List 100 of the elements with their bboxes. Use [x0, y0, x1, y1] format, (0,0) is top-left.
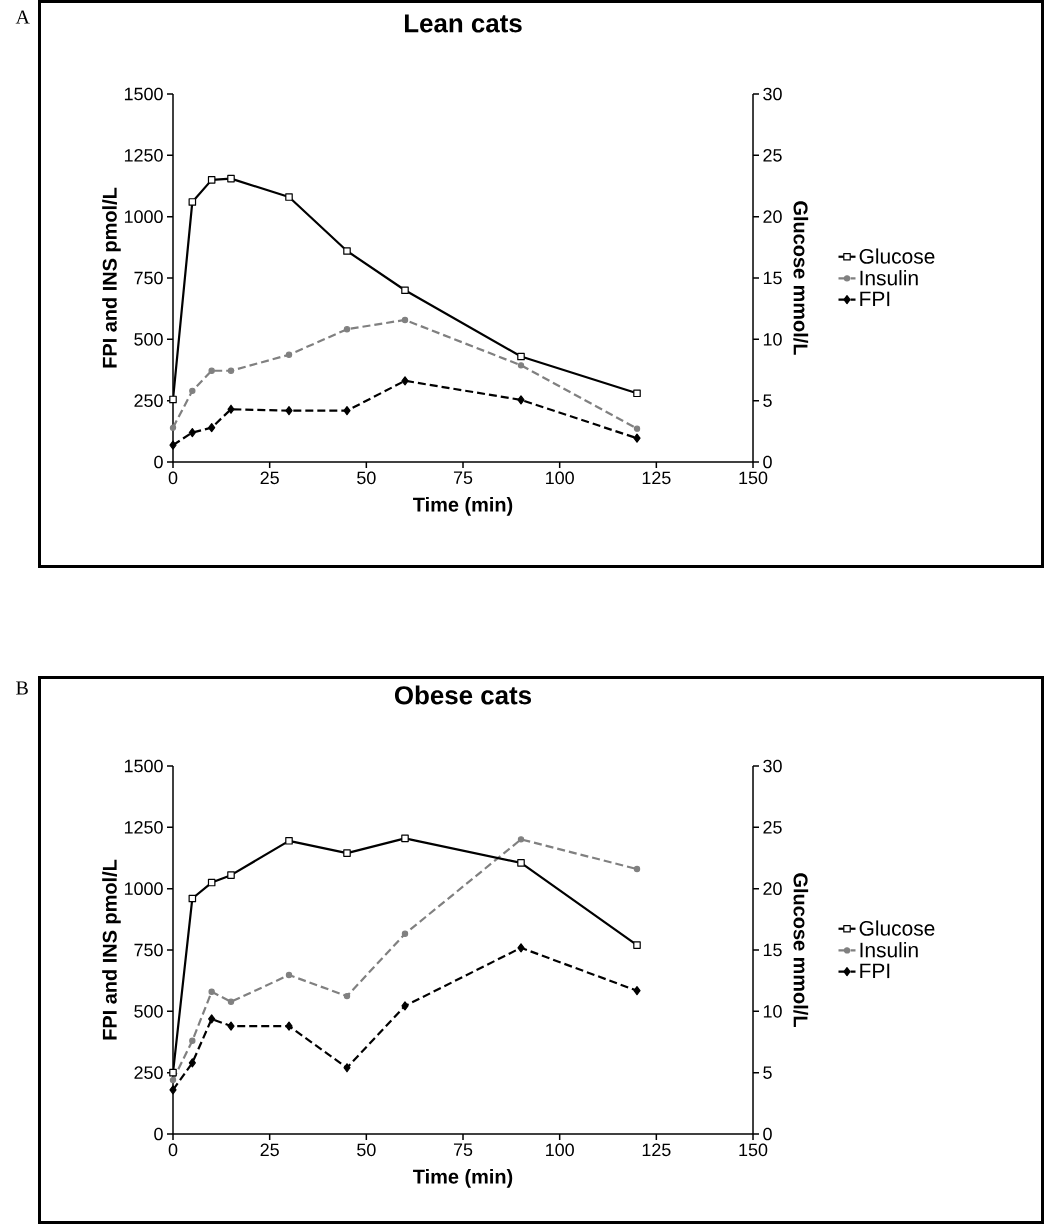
y2-tick-label: 15 — [763, 943, 782, 957]
x-tick-label: 150 — [739, 471, 768, 485]
point — [189, 1037, 196, 1044]
point — [285, 193, 293, 201]
point — [285, 406, 293, 416]
x-tick-label: 0 — [168, 471, 178, 485]
point — [207, 176, 216, 184]
y-axis-title: FPI and INS pmol/L — [102, 859, 121, 1040]
point — [285, 971, 293, 979]
y-tick-label: 250 — [134, 394, 163, 407]
legend-label: FPI — [860, 291, 890, 307]
point — [227, 367, 235, 374]
x-tick-label: 50 — [357, 1143, 376, 1157]
legend-label: Insulin — [860, 270, 918, 286]
y-tick-label: 1250 — [124, 148, 163, 162]
y2-axis-title: Glucose mmol/L — [793, 201, 809, 355]
legend-label: Insulin — [860, 942, 918, 958]
point — [343, 247, 351, 255]
point — [633, 425, 641, 432]
y2-tick-label: 30 — [763, 759, 782, 773]
y-tick-label: 1250 — [124, 820, 163, 834]
point — [227, 404, 235, 414]
y-tick-label: 0 — [154, 455, 163, 469]
point — [285, 837, 293, 845]
x-tick-label: 25 — [260, 1143, 279, 1157]
x-axis-title: Time (min) — [413, 1169, 513, 1188]
y2-tick-label: 25 — [763, 148, 782, 162]
point — [343, 992, 351, 1000]
y-tick-label: 250 — [134, 1066, 163, 1080]
y2-tick-label: 25 — [763, 820, 782, 834]
text: A — [15, 10, 30, 24]
text: B — [16, 681, 28, 695]
chart-title: Lean cats — [404, 14, 522, 33]
point — [633, 986, 641, 996]
chart-title: Obese cats — [394, 685, 532, 705]
y2-axis-title: Glucose mmol/L — [793, 873, 809, 1027]
y2-tick-label: 10 — [763, 332, 782, 346]
y2-tick-label: 20 — [763, 210, 782, 223]
x-tick-label: 25 — [260, 471, 279, 485]
point — [188, 427, 196, 438]
point — [517, 943, 525, 953]
point — [633, 865, 641, 873]
y2-tick-label: 20 — [763, 882, 782, 896]
y-tick-label: 0 — [154, 1127, 163, 1141]
point — [401, 930, 409, 938]
point — [207, 878, 216, 887]
legend-label: Glucose — [859, 920, 935, 936]
point — [208, 988, 215, 995]
y-tick-label: 1000 — [124, 882, 163, 896]
x-tick-label: 0 — [168, 1143, 178, 1157]
point — [517, 859, 525, 867]
x-tick-label: 50 — [357, 471, 376, 485]
y-tick-label: 750 — [134, 943, 163, 957]
y2-tick-label: 15 — [763, 271, 782, 285]
y2-tick-label: 5 — [763, 1066, 772, 1079]
point — [633, 389, 641, 398]
point — [401, 376, 409, 386]
y-tick-label: 500 — [134, 1004, 163, 1018]
point — [401, 834, 409, 843]
point — [517, 352, 525, 361]
point — [285, 351, 293, 358]
point — [227, 998, 235, 1005]
point — [401, 316, 409, 324]
point — [517, 395, 525, 405]
x-tick-label: 100 — [546, 471, 574, 485]
point — [169, 424, 177, 431]
point — [633, 941, 641, 949]
legend-label: Glucose — [859, 248, 935, 264]
x-tick-label: 75 — [453, 1143, 473, 1157]
point — [517, 362, 525, 369]
y2-tick-label: 0 — [763, 455, 772, 469]
x-tick-label: 150 — [739, 1143, 768, 1157]
x-axis-title: Time (min) — [413, 497, 513, 516]
y-tick-label: 1500 — [124, 759, 163, 773]
point — [208, 423, 216, 433]
y-tick-label: 750 — [134, 271, 163, 285]
y-tick-label: 500 — [134, 332, 163, 346]
point — [169, 440, 177, 450]
point — [169, 1085, 177, 1095]
y2-tick-label: 10 — [763, 1004, 782, 1018]
point — [343, 406, 351, 416]
point — [169, 1068, 177, 1077]
y2-tick-label: 0 — [763, 1127, 772, 1141]
point — [343, 849, 351, 857]
point — [188, 1058, 196, 1068]
point — [208, 1014, 216, 1024]
point — [227, 1021, 235, 1031]
point — [227, 871, 235, 879]
x-tick-label: 100 — [546, 1143, 574, 1157]
point — [285, 1021, 293, 1031]
legend-label: FPI — [860, 963, 890, 979]
point — [189, 387, 196, 395]
y2-tick-label: 5 — [763, 394, 772, 407]
point — [633, 433, 641, 443]
y-axis-title: FPI and INS pmol/L — [102, 187, 121, 368]
y2-tick-label: 30 — [763, 87, 782, 101]
point — [227, 174, 235, 183]
x-tick-label: 125 — [642, 471, 671, 485]
x-tick-label: 125 — [642, 1143, 671, 1157]
point — [169, 395, 177, 404]
